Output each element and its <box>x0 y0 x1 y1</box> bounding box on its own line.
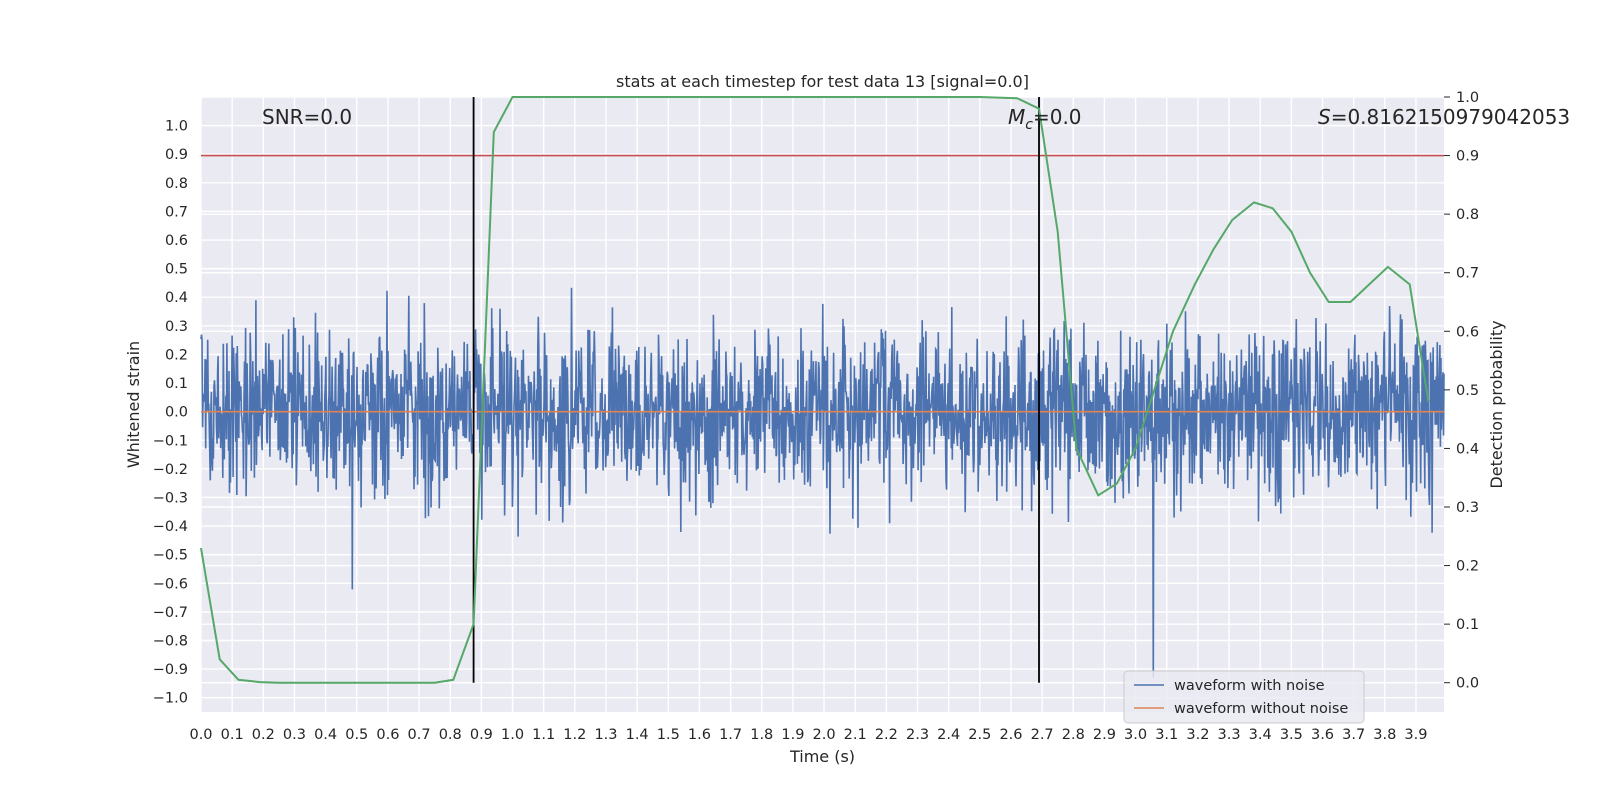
y-right-tick-label: 1.0 <box>1456 90 1479 106</box>
y-right-tick-label: 0.4 <box>1456 441 1479 457</box>
legend: waveform with noise waveform without nois… <box>1123 670 1365 724</box>
x-tick-label: 0.9 <box>470 727 493 743</box>
y-left-tick-label: −0.7 <box>153 605 188 621</box>
x-tick-label: 1.8 <box>750 727 773 743</box>
legend-label: waveform with noise <box>1174 678 1325 694</box>
y-right-axis-ticks: 1.0 0.9 0.8 0.7 0.6 0.5 0.4 0.3 0.2 0.1 0.0 <box>1444 90 1479 692</box>
y-left-axis-label: Whitened strain <box>124 341 143 468</box>
y-right-axis-label: Detection probability <box>1487 320 1506 488</box>
x-tick-label: 1.3 <box>594 727 617 743</box>
x-tick-label: 0.0 <box>189 727 212 743</box>
x-tick-label: 1.2 <box>563 727 586 743</box>
y-left-tick-label: −0.8 <box>153 633 188 649</box>
x-tick-label: 0.1 <box>221 727 244 743</box>
annotation-snr: SNR=0.0 <box>262 105 352 129</box>
y-left-tick-label: 0.8 <box>165 176 188 192</box>
x-tick-label: 2.1 <box>844 727 867 743</box>
x-axis-label: Time (s) <box>789 747 855 766</box>
x-tick-label: 3.6 <box>1311 727 1334 743</box>
annotation-chirp-mass: Mc=0.0 <box>1008 105 1082 133</box>
y-left-tick-label: −0.3 <box>153 490 188 506</box>
x-tick-label: 1.4 <box>626 727 649 743</box>
y-left-tick-label: −0.9 <box>153 662 188 678</box>
x-tick-label: 2.5 <box>968 727 991 743</box>
annotation-score: S=0.8162150979042053 <box>1318 105 1570 129</box>
x-tick-label: 3.4 <box>1249 727 1272 743</box>
y-left-axis-ticks: 1.0 0.9 0.8 0.7 0.6 0.5 0.4 0.3 0.2 0.1 0.0 −0.1 −0.… <box>153 119 188 707</box>
y-right-tick-label: 0.7 <box>1456 266 1479 282</box>
y-left-tick-label: 0.0 <box>165 405 188 421</box>
annotations: SNR=0.0 Mc=0.0 S=0.8162150979042053 <box>262 105 1570 133</box>
vertical-markers <box>472 97 1040 683</box>
x-tick-label: 2.8 <box>1062 727 1085 743</box>
y-left-tick-label: 0.1 <box>165 376 188 392</box>
x-tick-label: 3.9 <box>1404 727 1427 743</box>
x-tick-label: 2.6 <box>999 727 1022 743</box>
series-detection-probability <box>200 96 1430 684</box>
y-left-tick-label: −0.1 <box>153 433 188 449</box>
y-left-tick-label: 0.4 <box>165 290 188 306</box>
y-left-tick-label: −0.4 <box>153 519 188 535</box>
x-tick-label: 3.0 <box>1124 727 1147 743</box>
probability-trace <box>200 96 1430 684</box>
y-left-tick-label: −0.5 <box>153 548 188 564</box>
y-right-tick-label: 0.1 <box>1456 617 1479 633</box>
y-left-tick-label: 0.7 <box>165 204 188 220</box>
x-tick-label: 2.9 <box>1093 727 1116 743</box>
legend-label: waveform without noise <box>1174 701 1348 717</box>
y-right-tick-label: 0.9 <box>1456 149 1479 165</box>
x-tick-label: 3.8 <box>1373 727 1396 743</box>
y-left-tick-label: 0.2 <box>165 347 188 363</box>
x-tick-label: 0.7 <box>408 727 431 743</box>
x-tick-label: 2.4 <box>937 727 960 743</box>
y-left-tick-label: −0.2 <box>153 462 188 478</box>
y-left-tick-label: 0.6 <box>165 233 188 249</box>
y-right-tick-label: 0.5 <box>1456 383 1479 399</box>
y-right-tick-label: 0.3 <box>1456 500 1479 516</box>
x-tick-label: 3.1 <box>1155 727 1178 743</box>
x-tick-label: 2.0 <box>813 727 836 743</box>
x-tick-label: 0.2 <box>252 727 275 743</box>
noise-trace <box>200 287 1445 678</box>
x-tick-label: 0.3 <box>283 727 306 743</box>
y-right-tick-label: 0.0 <box>1456 676 1479 692</box>
x-tick-label: 1.1 <box>532 727 555 743</box>
legend-box <box>1123 670 1365 724</box>
y-left-tick-label: 0.5 <box>165 262 188 278</box>
x-tick-label: 2.3 <box>906 727 929 743</box>
x-tick-label: 0.4 <box>314 727 337 743</box>
y-left-tick-label: 1.0 <box>165 119 188 135</box>
x-tick-label: 0.5 <box>345 727 368 743</box>
y-left-tick-label: 0.3 <box>165 319 188 335</box>
y-right-tick-label: 0.8 <box>1456 207 1479 223</box>
x-tick-label: 2.2 <box>875 727 898 743</box>
y-left-tick-label: −1.0 <box>153 691 188 707</box>
y-left-tick-label: −0.6 <box>153 576 188 592</box>
chart-title: stats at each timestep for test data 13 … <box>616 72 1029 91</box>
x-tick-label: 1.0 <box>501 727 524 743</box>
x-tick-label: 0.6 <box>376 727 399 743</box>
y-right-tick-label: 0.2 <box>1456 559 1479 575</box>
x-tick-label: 3.2 <box>1186 727 1209 743</box>
x-tick-label: 1.6 <box>688 727 711 743</box>
x-tick-label: 1.9 <box>781 727 804 743</box>
series-waveform-with-noise <box>200 287 1445 678</box>
y-right-tick-label: 0.6 <box>1456 324 1479 340</box>
x-tick-label: 0.8 <box>439 727 462 743</box>
x-tick-label: 3.7 <box>1342 727 1365 743</box>
y-left-tick-label: 0.9 <box>165 147 188 163</box>
x-tick-label: 3.3 <box>1218 727 1241 743</box>
x-tick-label: 2.7 <box>1031 727 1054 743</box>
x-tick-label: 1.5 <box>657 727 680 743</box>
x-axis-ticks: 0.0 0.1 0.2 0.3 0.4 0.5 0.6 0.7 0.8 0.9 1.0 1.1 1.2 1… <box>189 727 1427 743</box>
x-tick-label: 1.7 <box>719 727 742 743</box>
x-tick-label: 3.5 <box>1280 727 1303 743</box>
